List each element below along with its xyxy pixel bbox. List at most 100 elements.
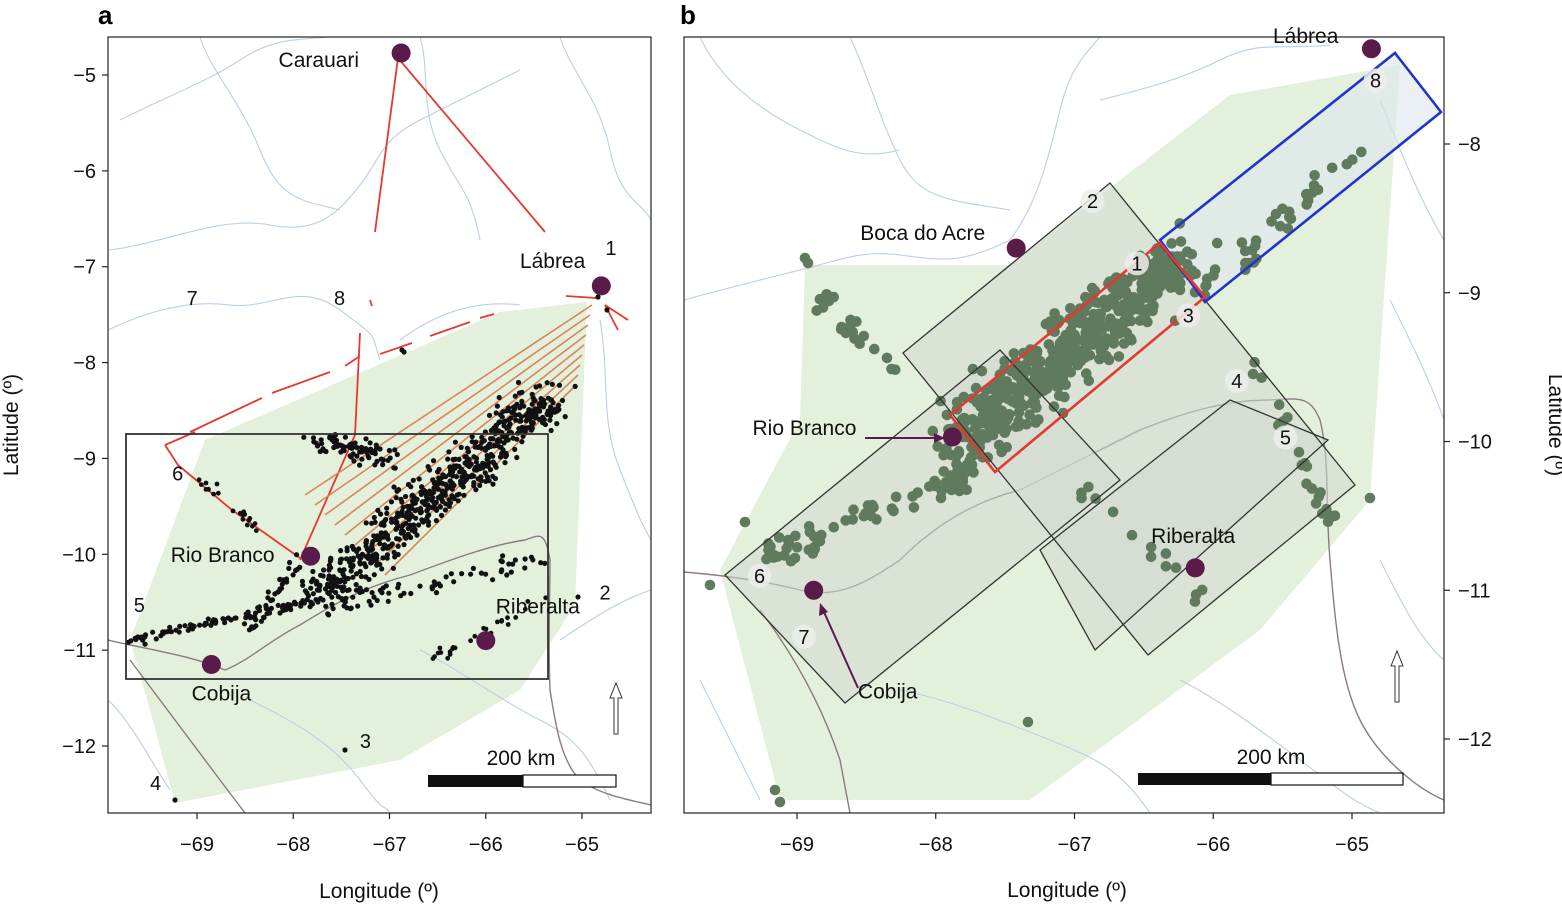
y-tick-label: −12	[1458, 729, 1492, 751]
plot-point	[310, 435, 317, 441]
plot-point	[549, 407, 555, 413]
plot-point	[508, 569, 514, 575]
plot-point	[150, 629, 156, 635]
plot-point	[1356, 146, 1367, 158]
plot-point	[475, 476, 481, 482]
plot-point	[357, 462, 363, 468]
plot-point	[292, 601, 298, 607]
plot-point	[437, 645, 443, 651]
number-label: 3	[1183, 306, 1194, 328]
plot-point	[355, 603, 361, 609]
y-axis-label: Latitude (º)	[0, 374, 23, 476]
plot-point	[189, 626, 196, 632]
plot-point	[214, 481, 220, 487]
plot-point	[554, 421, 560, 427]
city-marker	[476, 631, 496, 651]
plot-point	[1072, 359, 1083, 371]
plot-point	[514, 454, 520, 461]
plot-point	[375, 507, 381, 513]
plot-point	[498, 558, 504, 564]
plot-point	[354, 445, 360, 451]
plot-point	[468, 638, 473, 644]
plot-point	[490, 473, 496, 479]
plot-point	[374, 597, 380, 604]
plot-point	[505, 622, 511, 627]
plot-point	[935, 492, 947, 504]
plot-point	[1175, 251, 1186, 262]
plot-point	[932, 441, 944, 452]
plot-point	[961, 484, 972, 496]
plot-point	[398, 530, 404, 536]
plot-point	[1007, 382, 1018, 393]
plot-point	[350, 555, 356, 561]
plot-point	[1161, 260, 1172, 272]
plot-point	[503, 454, 509, 460]
plot-point	[847, 326, 859, 338]
plot-point	[392, 447, 398, 453]
plot-point	[409, 527, 415, 533]
y-tick-label: −6	[73, 161, 96, 183]
plot-point	[377, 541, 383, 547]
plot-point	[791, 542, 803, 553]
plot-point	[399, 499, 405, 505]
plot-point	[331, 439, 337, 445]
plot-point	[533, 413, 539, 419]
plot-point	[287, 559, 293, 566]
plot-point	[1174, 284, 1186, 296]
plot-point	[840, 515, 851, 526]
plot-point	[482, 445, 488, 452]
plot-point	[255, 605, 261, 611]
plot-point	[1108, 292, 1120, 304]
plot-point	[246, 517, 252, 523]
city-label: Rio Branco	[753, 417, 857, 440]
plot-point	[413, 515, 419, 521]
national-border-west	[759, 609, 851, 813]
plot-point	[447, 500, 454, 506]
plot-point	[488, 427, 494, 434]
plot-point	[253, 617, 259, 623]
transect-line	[334, 334, 587, 526]
plot-point	[446, 472, 453, 478]
plot-point	[1182, 258, 1193, 270]
plot-point	[519, 439, 525, 445]
plot-point	[528, 554, 535, 560]
plot-point	[337, 568, 343, 574]
number-label: 3	[360, 731, 371, 753]
plot-point	[427, 467, 433, 473]
plot-point	[410, 498, 416, 504]
plot-point	[387, 455, 393, 461]
plot-point	[403, 533, 409, 539]
x-axis-label: Longitude (º)	[319, 880, 439, 903]
x-tick-label: −68	[276, 834, 310, 856]
plot-point	[436, 581, 442, 587]
city-label: Boca do Acre	[860, 222, 985, 245]
plot-point	[1117, 275, 1128, 287]
box-labels: 1 2 3 4 5 6 7 8	[747, 68, 1388, 649]
plot-point	[528, 420, 535, 426]
plot-point	[501, 423, 507, 429]
transect-line	[565, 295, 597, 299]
plot-point	[518, 427, 525, 433]
transect-line	[189, 397, 263, 433]
plot-point	[459, 571, 465, 577]
plot-point	[499, 450, 505, 457]
plot-point	[287, 602, 293, 608]
plot-point	[416, 522, 422, 528]
number-label: 8	[1370, 71, 1381, 93]
plot-point	[450, 456, 456, 463]
plot-point	[1170, 562, 1182, 573]
plot-point	[369, 590, 375, 596]
plot-point	[378, 534, 384, 540]
plot-point	[435, 650, 441, 656]
plot-point	[258, 618, 264, 624]
plot-point	[448, 480, 454, 486]
plot-point	[432, 654, 437, 659]
plot-point	[318, 572, 324, 578]
plot-point	[310, 568, 316, 575]
plot-point	[1145, 551, 1157, 563]
transect-labels: 1 2 3 4 5 6 7 8	[134, 238, 617, 795]
sampling-box-outline	[1039, 399, 1330, 652]
plot-point	[1364, 492, 1376, 504]
sampling-box-fill	[725, 350, 1120, 703]
plot-point	[433, 507, 440, 513]
